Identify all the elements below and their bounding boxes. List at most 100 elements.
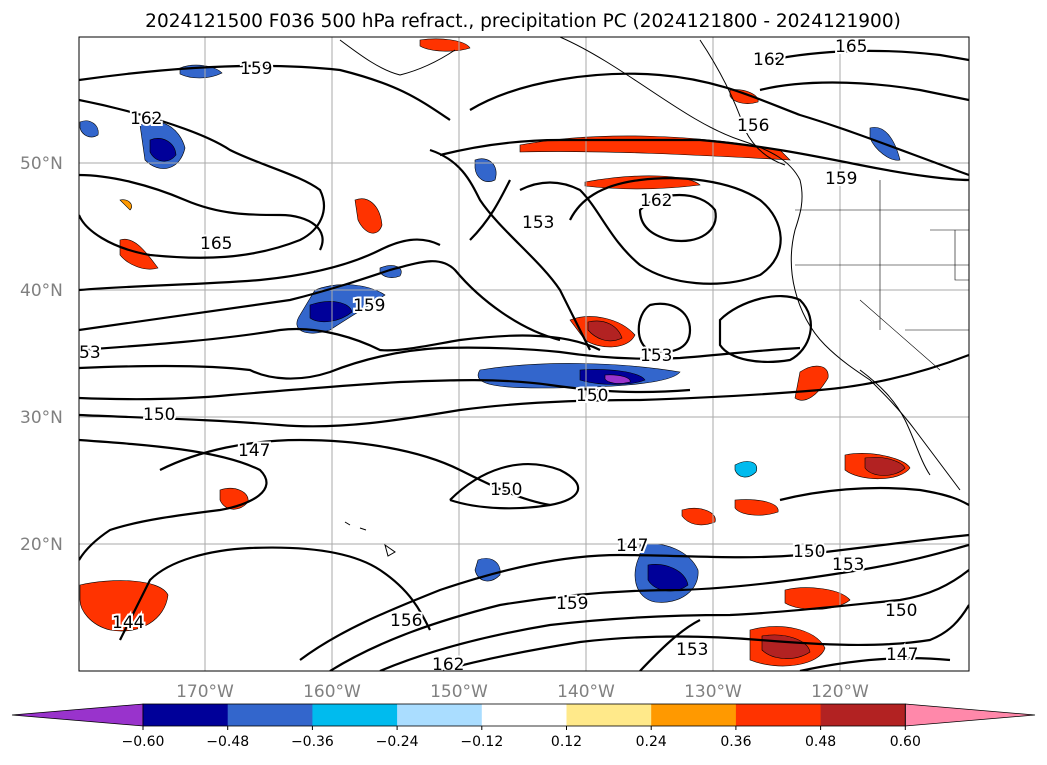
lon-label: 150°W — [430, 682, 488, 702]
contour-line — [519, 177, 782, 285]
colorbar-extend-min — [11, 703, 144, 727]
contour-line — [119, 546, 431, 641]
contour-label: 156 — [737, 116, 769, 136]
lat-label: 50°N — [20, 154, 63, 174]
contour-label: 147 — [886, 645, 918, 665]
coastlines — [339, 37, 969, 557]
map-gridlines — [79, 37, 969, 671]
colorbar-tick-label: −0.12 — [460, 734, 503, 750]
lon-label: 170°W — [176, 682, 234, 702]
precip-blob — [864, 457, 906, 476]
precip-blob — [79, 580, 169, 632]
contour-line — [79, 346, 801, 380]
contour-line — [759, 81, 969, 102]
lat-label: 30°N — [20, 408, 63, 428]
figure-title: 2024121500 F036 500 hPa refract., precip… — [145, 11, 901, 32]
lon-label: 120°W — [811, 682, 869, 702]
state-borders — [795, 180, 969, 371]
colorbar: −0.60 −0.48 −0.36 −0.24 −0.12 0.12 0.24 0.36 0.4… — [11, 703, 1036, 750]
colorbar-tick-label: 0.36 — [720, 734, 751, 750]
colorbar-extend-max — [904, 703, 1036, 727]
lat-label: 20°N — [20, 535, 63, 555]
contour-line — [79, 379, 691, 401]
precip-positive — [79, 38, 911, 667]
contour-line — [639, 619, 701, 671]
contour-label: 156 — [390, 611, 422, 631]
colorbar-tick-label: 0.24 — [636, 734, 667, 750]
contour-label: 162 — [753, 50, 785, 70]
colorbar-tick-label: −0.48 — [206, 734, 249, 750]
lon-label: 160°W — [303, 682, 361, 702]
contour-line — [638, 193, 717, 243]
contour-line — [469, 179, 511, 241]
contour-line — [637, 302, 692, 353]
colorbar-segment — [481, 704, 567, 726]
lon-label: 130°W — [684, 682, 742, 702]
contour-line — [379, 569, 969, 671]
lon-label: 140°W — [557, 682, 615, 702]
contour-label: 165 — [200, 234, 232, 254]
coastline-bc — [699, 39, 786, 166]
precip-blob — [419, 38, 471, 52]
colorbar-segment — [312, 704, 398, 726]
contour-label: 159 — [556, 594, 588, 614]
contour-line — [329, 543, 969, 671]
contour-label: 150 — [143, 405, 175, 425]
contour-line — [79, 328, 601, 352]
contour-label: 162 — [130, 109, 162, 129]
precip-blob — [119, 199, 132, 211]
precip-blob — [149, 138, 177, 162]
contour-label: 147 — [616, 536, 648, 556]
precip-blob — [681, 508, 716, 526]
precip-blob — [734, 499, 779, 516]
contour-label: 153 — [676, 640, 708, 660]
contour-line — [469, 72, 969, 177]
precip-blob — [474, 158, 497, 182]
contour-line — [79, 438, 268, 561]
contour-line — [429, 148, 591, 351]
colorbar-segment — [651, 704, 737, 726]
map-frame — [78, 36, 970, 672]
contour-line — [159, 438, 551, 507]
precip-blob — [79, 120, 99, 138]
contour-line — [299, 533, 969, 661]
precip-blob — [587, 320, 623, 342]
lat-label: 40°N — [20, 281, 63, 301]
contour-label-group: 165 162 159 162 156 162 159 153 165 159 … — [79, 37, 920, 675]
contour-label: 153 — [640, 346, 672, 366]
colorbar-segment — [820, 704, 906, 726]
contour-label: 150 — [885, 601, 917, 621]
precip-blob — [354, 198, 383, 234]
contour-label: 144 — [112, 613, 144, 633]
colorbar-segment — [735, 704, 822, 726]
contour-line — [449, 463, 580, 510]
contour-label: 150 — [576, 386, 608, 406]
precip-blob — [734, 461, 758, 478]
contour-line — [79, 238, 441, 292]
precip-blob — [784, 587, 851, 610]
coastline-alaska — [339, 37, 961, 491]
colorbar-tick-label: −0.60 — [122, 734, 165, 750]
contour-line — [718, 295, 812, 363]
colorbar-segment — [143, 704, 229, 726]
contour-label: 53 — [79, 343, 101, 363]
contour-label: 159 — [353, 296, 385, 316]
contour-label: 153 — [832, 555, 864, 575]
contour-line — [79, 98, 325, 259]
colorbar-tick-label: −0.24 — [376, 734, 419, 750]
colorbar-tick-label: 0.12 — [551, 734, 582, 750]
hawaii-islands — [344, 521, 396, 557]
contour-line — [769, 49, 969, 62]
contour-label: 150 — [793, 542, 825, 562]
refractivity-contours — [79, 49, 969, 671]
contour-label: 162 — [432, 655, 464, 675]
contour-line — [799, 656, 951, 671]
contour-line — [79, 353, 969, 428]
colorbar-tick-label: −0.36 — [291, 734, 334, 750]
contour-label: 147 — [238, 441, 270, 461]
colorbar-segment — [397, 704, 483, 726]
contour-label: 162 — [640, 191, 672, 211]
precip-blob — [474, 558, 501, 582]
contour-line — [79, 64, 451, 121]
